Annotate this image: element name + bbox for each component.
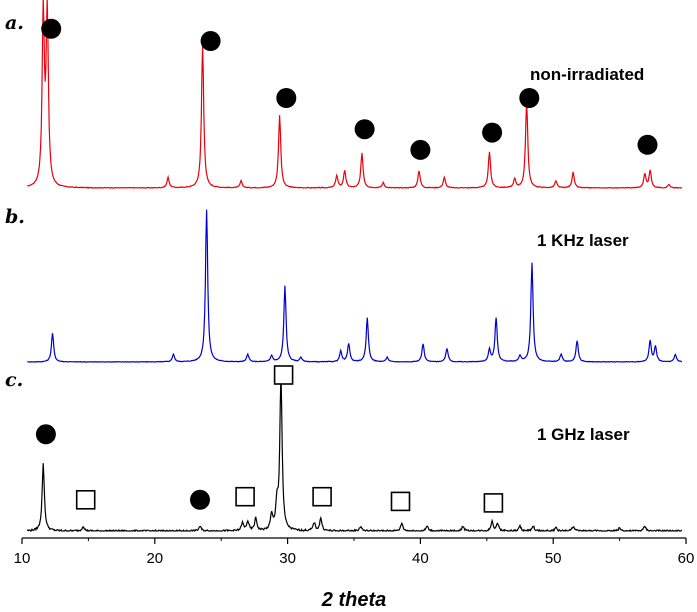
- filled-circle-marker: [519, 88, 540, 108]
- series-label-1ghz: 1 GHz laser: [537, 425, 630, 444]
- x-tick-label: 10: [14, 550, 31, 567]
- x-tick-label: 20: [146, 550, 163, 567]
- x-axis-title: 2 theta: [321, 589, 386, 611]
- x-tick-label: 50: [545, 550, 562, 567]
- filled-circle-marker: [276, 88, 297, 108]
- series-label-non-irradiated: non-irradiated: [530, 65, 644, 84]
- x-tick-label: 40: [412, 550, 429, 567]
- open-square-marker: [483, 493, 504, 513]
- series-label-1khz: 1 KHz laser: [537, 231, 629, 250]
- open-square-marker: [390, 491, 411, 512]
- series-traces: [26, 0, 683, 533]
- panel-letter-c: c.: [5, 369, 23, 391]
- filled-circle-marker: [200, 31, 221, 51]
- phase-markers: [35, 18, 658, 513]
- open-square-marker: [75, 489, 96, 510]
- filled-circle-marker: [482, 122, 503, 143]
- series-line-a: [27, 0, 683, 189]
- open-square-marker: [235, 486, 255, 507]
- filled-circle-marker: [637, 134, 658, 155]
- filled-circle-marker: [190, 489, 210, 510]
- x-axis-ticks: 10 20 30 40 50 60: [14, 538, 695, 567]
- panel-letter-b: b.: [5, 206, 25, 228]
- series-line-c: [26, 372, 683, 533]
- series-line-b: [27, 209, 683, 363]
- filled-circle-marker: [354, 119, 375, 140]
- panel-letter-a: a.: [5, 12, 24, 34]
- x-tick-label: 30: [279, 550, 296, 567]
- filled-circle-marker: [410, 139, 431, 160]
- open-square-marker: [312, 486, 332, 507]
- x-tick-label: 60: [678, 550, 695, 567]
- filled-circle-marker: [41, 18, 62, 39]
- filled-circle-marker: [35, 424, 56, 445]
- open-square-marker: [273, 365, 294, 385]
